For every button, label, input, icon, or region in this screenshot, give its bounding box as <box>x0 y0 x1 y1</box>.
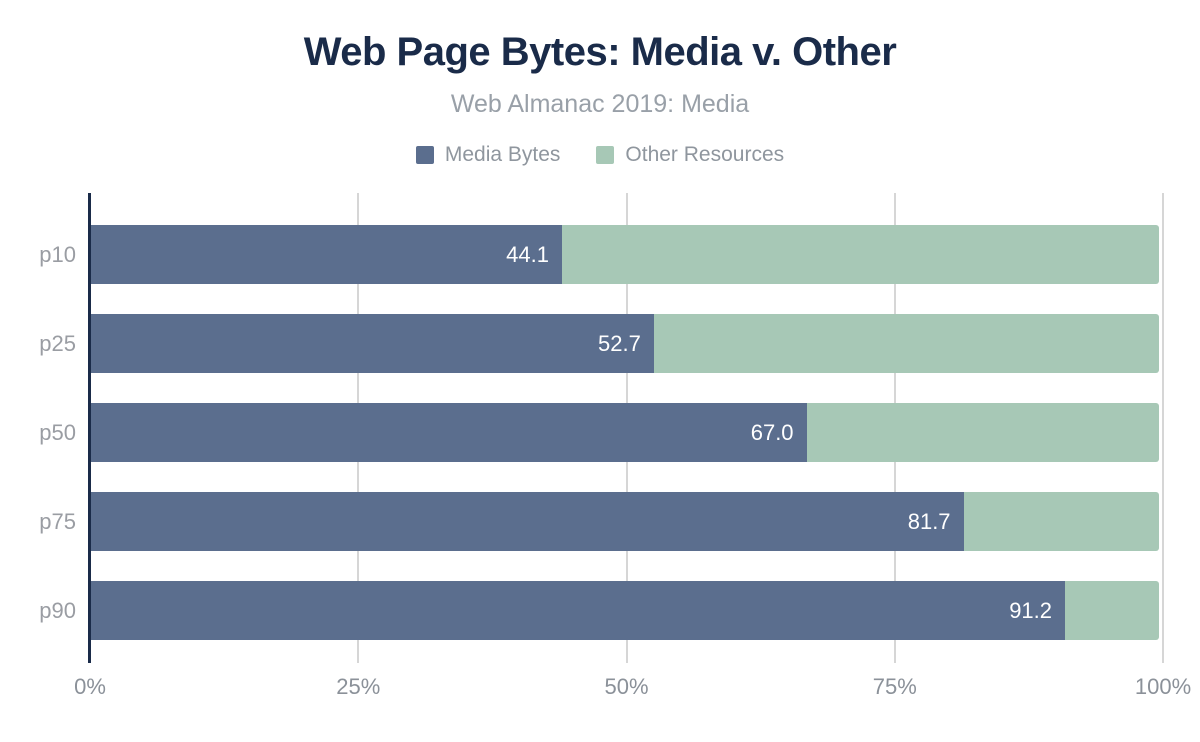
other-bar-segment <box>653 314 1159 373</box>
x-tick-label: 100% <box>1134 674 1192 699</box>
category-label: p25 <box>39 331 76 356</box>
media-bar-segment: 44.1 <box>91 225 562 284</box>
x-tick-label: 50% <box>604 674 649 699</box>
y-axis-line <box>88 193 91 663</box>
other-bar-segment <box>1065 581 1159 640</box>
bar-value-label: 91.2 <box>1009 598 1053 623</box>
bar-value-label: 67.0 <box>750 420 794 445</box>
media-bytes-swatch-icon <box>415 146 434 164</box>
x-tick-label: 75% <box>872 674 917 699</box>
bar-value-label: 44.1 <box>506 242 549 267</box>
bar-value-label: 52.7 <box>598 331 641 356</box>
media-bar-segment: 67.0 <box>91 403 807 462</box>
other-resources-swatch-icon <box>596 146 615 164</box>
other-bar-segment <box>806 403 1159 462</box>
x-tick-label: 25% <box>336 674 381 699</box>
bar-row: 52.7 <box>91 314 1159 373</box>
x-axis: 0% 25% 50% 75% 100% <box>74 674 1191 704</box>
bar-value-label: 81.7 <box>907 509 951 534</box>
media-bar-segment: 81.7 <box>91 492 964 551</box>
bar-row: 44.1 <box>91 225 1159 284</box>
legend-item-other-resources: Other Resources <box>596 143 784 167</box>
other-bar-segment <box>561 225 1159 284</box>
media-bar-segment: 91.2 <box>91 581 1066 640</box>
category-label: p10 <box>39 242 76 267</box>
other-bar-segment <box>963 492 1159 551</box>
bar-row: 67.0 <box>91 403 1159 462</box>
chart-title: Web Page Bytes: Media v. Other <box>303 30 897 74</box>
plot-area: p10 44.1 p25 52.7 p50 67.0 p75 81.7 p90 91.2 <box>39 193 1164 663</box>
category-label: p75 <box>39 509 76 534</box>
bar-row: 81.7 <box>91 492 1159 551</box>
legend-label-other-resources: Other Resources <box>625 143 785 166</box>
category-label: p90 <box>39 598 76 623</box>
category-label: p50 <box>39 420 76 445</box>
gridline <box>1162 193 1164 663</box>
legend-item-media-bytes: Media Bytes <box>415 143 561 167</box>
bar-row: 91.2 <box>91 581 1159 640</box>
media-bar-segment: 52.7 <box>91 314 654 373</box>
chart-subtitle: Web Almanac 2019: Media <box>450 90 750 118</box>
legend-label-media-bytes: Media Bytes <box>444 143 561 166</box>
legend: Media Bytes Other Resources <box>0 143 1200 167</box>
x-tick-label: 0% <box>74 674 106 699</box>
